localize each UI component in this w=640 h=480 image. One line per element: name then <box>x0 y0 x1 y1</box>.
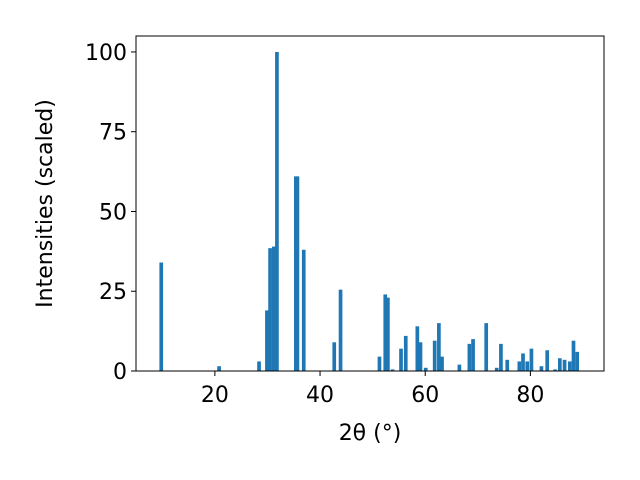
bar <box>377 356 382 371</box>
bar <box>268 248 272 371</box>
bar <box>386 297 390 371</box>
bar <box>301 249 306 371</box>
y-tick-label: 50 <box>99 200 127 225</box>
y-axis-label: Intensities (scaled) <box>33 99 58 308</box>
bar <box>415 326 420 371</box>
x-tick-label: 40 <box>306 383 334 408</box>
bar <box>332 342 337 371</box>
bar <box>432 340 437 371</box>
bar <box>275 51 279 371</box>
y-tick-label: 0 <box>113 360 127 385</box>
bar <box>399 348 403 371</box>
bar <box>557 358 562 371</box>
y-tick-label: 100 <box>85 41 127 66</box>
bar <box>505 359 510 371</box>
plot-frame <box>135 35 605 372</box>
bar <box>471 339 475 371</box>
bar <box>571 340 576 371</box>
bar <box>217 366 221 371</box>
bar <box>567 361 572 371</box>
bar <box>403 335 408 371</box>
bar <box>257 361 261 371</box>
bars-group <box>159 51 580 371</box>
bar <box>295 176 300 371</box>
bar <box>467 343 472 371</box>
bar <box>575 351 580 371</box>
bar <box>553 369 557 371</box>
bar <box>423 367 428 371</box>
bar <box>418 342 423 371</box>
x-tick-label: 80 <box>516 383 544 408</box>
bar <box>525 361 530 371</box>
y-tick-label: 75 <box>99 121 127 146</box>
bar <box>529 348 534 371</box>
bar <box>440 356 444 371</box>
bar <box>499 343 503 371</box>
bar <box>383 294 388 371</box>
bar <box>484 323 489 371</box>
bar <box>265 310 269 371</box>
bar <box>517 361 522 371</box>
bar <box>562 359 567 371</box>
bar <box>271 246 276 371</box>
bar <box>338 289 343 371</box>
x-tick-label: 60 <box>411 383 439 408</box>
bar <box>494 367 499 371</box>
bar <box>457 364 462 371</box>
x-axis-ticks: 20 40 60 80 <box>201 371 544 408</box>
y-axis-ticks: 0 25 50 75 100 <box>85 41 136 385</box>
bar <box>437 323 441 371</box>
bar <box>521 353 525 371</box>
y-tick-label: 25 <box>99 280 127 305</box>
bar <box>390 369 395 371</box>
bar <box>545 350 550 371</box>
x-axis-label: 2θ (°) <box>339 421 402 446</box>
x-tick-label: 20 <box>201 383 229 408</box>
bar <box>539 366 544 371</box>
bar <box>159 262 164 371</box>
